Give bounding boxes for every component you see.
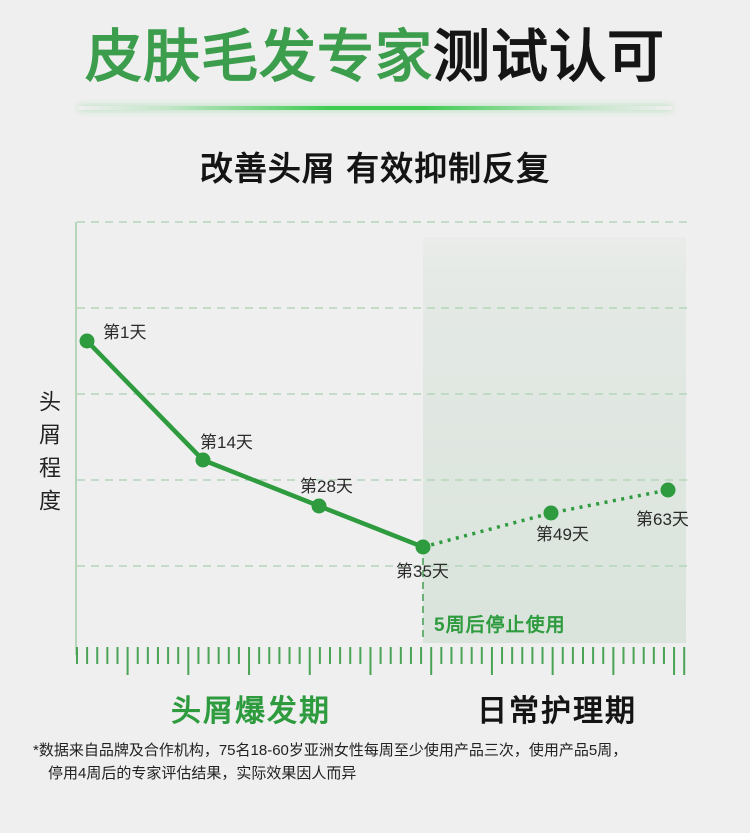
point-day-label: 第35天 [396, 562, 449, 581]
data-point-第1天 [79, 333, 95, 349]
stop-usage-annotation: 5周后停止使用 [434, 615, 566, 636]
data-point-第28天 [311, 498, 327, 514]
footnote-line-2: 停用4周后的专家评估结果，实际效果因人而异 [48, 765, 357, 782]
data-point-第14天 [195, 452, 211, 468]
title-divider-line [78, 106, 672, 110]
data-point-第49天 [543, 505, 559, 521]
page-title-green-part: 皮肤毛发专家 [85, 25, 433, 89]
data-point-第35天 [415, 539, 431, 555]
data-source-footnote: *数据来自品牌及合作机构，75名18-60岁亚洲女性每周至少使用产品三次，使用产… [33, 739, 733, 785]
point-day-label: 第49天 [536, 525, 589, 544]
page-title-black-part: 测试认可 [433, 25, 665, 89]
phase-label-outbreak: 头屑爆发期 [171, 695, 331, 728]
point-day-label: 第14天 [200, 433, 253, 452]
point-day-label: 第28天 [300, 477, 353, 496]
phase-label-daily-care: 日常护理期 [477, 695, 637, 728]
footnote-line-1: *数据来自品牌及合作机构，75名18-60岁亚洲女性每周至少使用产品三次，使用产… [33, 742, 628, 759]
usage-period-line [84, 338, 426, 550]
point-day-label: 第63天 [636, 510, 689, 529]
data-point-第63天 [660, 482, 676, 498]
y-axis-label: 头屑程度 [36, 390, 61, 522]
page-title: 皮肤毛发专家测试认可 [0, 22, 750, 92]
daily-care-shaded-zone [423, 237, 686, 643]
chart-subtitle: 改善头屑 有效抑制反复 [199, 150, 551, 187]
point-day-label: 第1天 [103, 323, 147, 342]
